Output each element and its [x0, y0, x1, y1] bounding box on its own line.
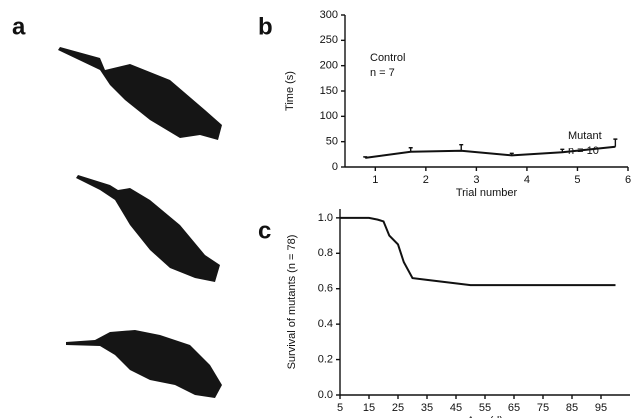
error-bar [509, 152, 514, 156]
x-tick-label: 3 [473, 174, 479, 186]
mouse-photo [58, 47, 222, 140]
x-tick-label: 95 [595, 402, 607, 414]
y-tick-label: 0.8 [318, 247, 333, 259]
y-tick-label: 0.4 [318, 318, 333, 330]
x-axis-label: Age (d) [467, 415, 503, 418]
y-tick-label: 100 [320, 110, 338, 122]
y-axis-label: Survival of mutants (n = 78) [286, 235, 298, 370]
error-bar [363, 156, 368, 158]
x-tick-label: 65 [508, 402, 520, 414]
x-tick-label: 85 [566, 402, 578, 414]
x-tick-label: 5 [574, 174, 580, 186]
x-tick-label: 4 [524, 174, 530, 186]
x-axis-label: Trial number [456, 187, 518, 199]
x-tick-label: 35 [421, 402, 433, 414]
x-tick-label: 2 [423, 174, 429, 186]
y-tick-label: 0.6 [318, 283, 333, 295]
error-bar [408, 147, 413, 152]
panel-label: a [12, 13, 26, 40]
mouse-photo [66, 330, 222, 398]
panel-label: c [258, 217, 271, 244]
x-tick-label: 25 [392, 402, 404, 414]
y-tick-label: 0 [332, 161, 338, 173]
y-tick-label: 250 [320, 34, 338, 46]
y-tick-label: 150 [320, 85, 338, 97]
mouse-photos [58, 47, 222, 398]
annotation: n = 7 [370, 67, 395, 79]
x-tick-label: 45 [450, 402, 462, 414]
data-line [340, 216, 616, 287]
annotation: Mutant [568, 130, 602, 142]
y-tick-label: 300 [320, 9, 338, 21]
y-tick-label: 1.0 [318, 212, 333, 224]
y-tick-label: 200 [320, 60, 338, 72]
x-tick-label: 1 [372, 174, 378, 186]
error-bar [613, 138, 618, 147]
error-bar [459, 144, 464, 151]
data-line [365, 145, 616, 159]
y-tick-label: 50 [326, 136, 338, 148]
mouse-photo [76, 175, 220, 282]
panel-label: b [258, 13, 273, 40]
x-tick-label: 55 [479, 402, 491, 414]
x-tick-label: 75 [537, 402, 549, 414]
y-tick-label: 0.0 [318, 389, 333, 401]
x-tick-label: 15 [363, 402, 375, 414]
annotation: Control [370, 52, 405, 64]
y-tick-label: 0.2 [318, 353, 333, 365]
x-tick-label: 5 [337, 402, 343, 414]
error-bar [560, 148, 565, 153]
x-tick-label: 6 [625, 174, 631, 186]
y-axis-label: Time (s) [284, 71, 296, 111]
